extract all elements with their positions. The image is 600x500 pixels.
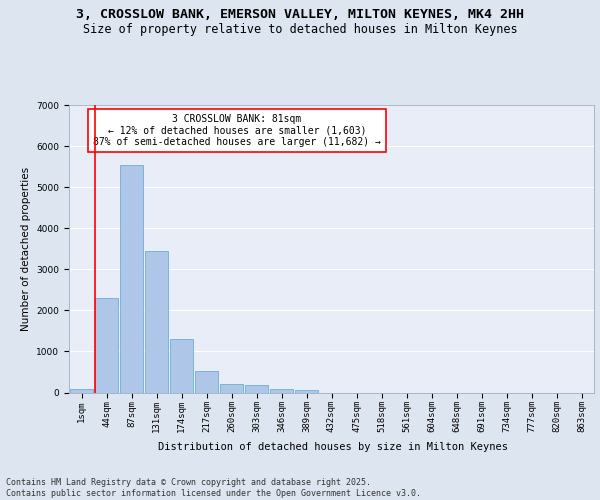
- Text: Size of property relative to detached houses in Milton Keynes: Size of property relative to detached ho…: [83, 22, 517, 36]
- Text: Contains HM Land Registry data © Crown copyright and database right 2025.
Contai: Contains HM Land Registry data © Crown c…: [6, 478, 421, 498]
- Bar: [295, 390, 318, 392]
- Text: 3, CROSSLOW BANK, EMERSON VALLEY, MILTON KEYNES, MK4 2HH: 3, CROSSLOW BANK, EMERSON VALLEY, MILTON…: [76, 8, 524, 20]
- Bar: [145, 251, 168, 392]
- Bar: [220, 384, 243, 392]
- Bar: [195, 370, 218, 392]
- Y-axis label: Number of detached properties: Number of detached properties: [21, 166, 31, 331]
- Bar: [245, 385, 268, 392]
- Bar: [70, 389, 93, 392]
- Bar: [95, 298, 118, 392]
- Bar: [120, 164, 143, 392]
- Bar: [270, 389, 293, 392]
- Text: 3 CROSSLOW BANK: 81sqm
← 12% of detached houses are smaller (1,603)
87% of semi-: 3 CROSSLOW BANK: 81sqm ← 12% of detached…: [93, 114, 381, 147]
- Text: Distribution of detached houses by size in Milton Keynes: Distribution of detached houses by size …: [158, 442, 508, 452]
- Bar: [170, 338, 193, 392]
